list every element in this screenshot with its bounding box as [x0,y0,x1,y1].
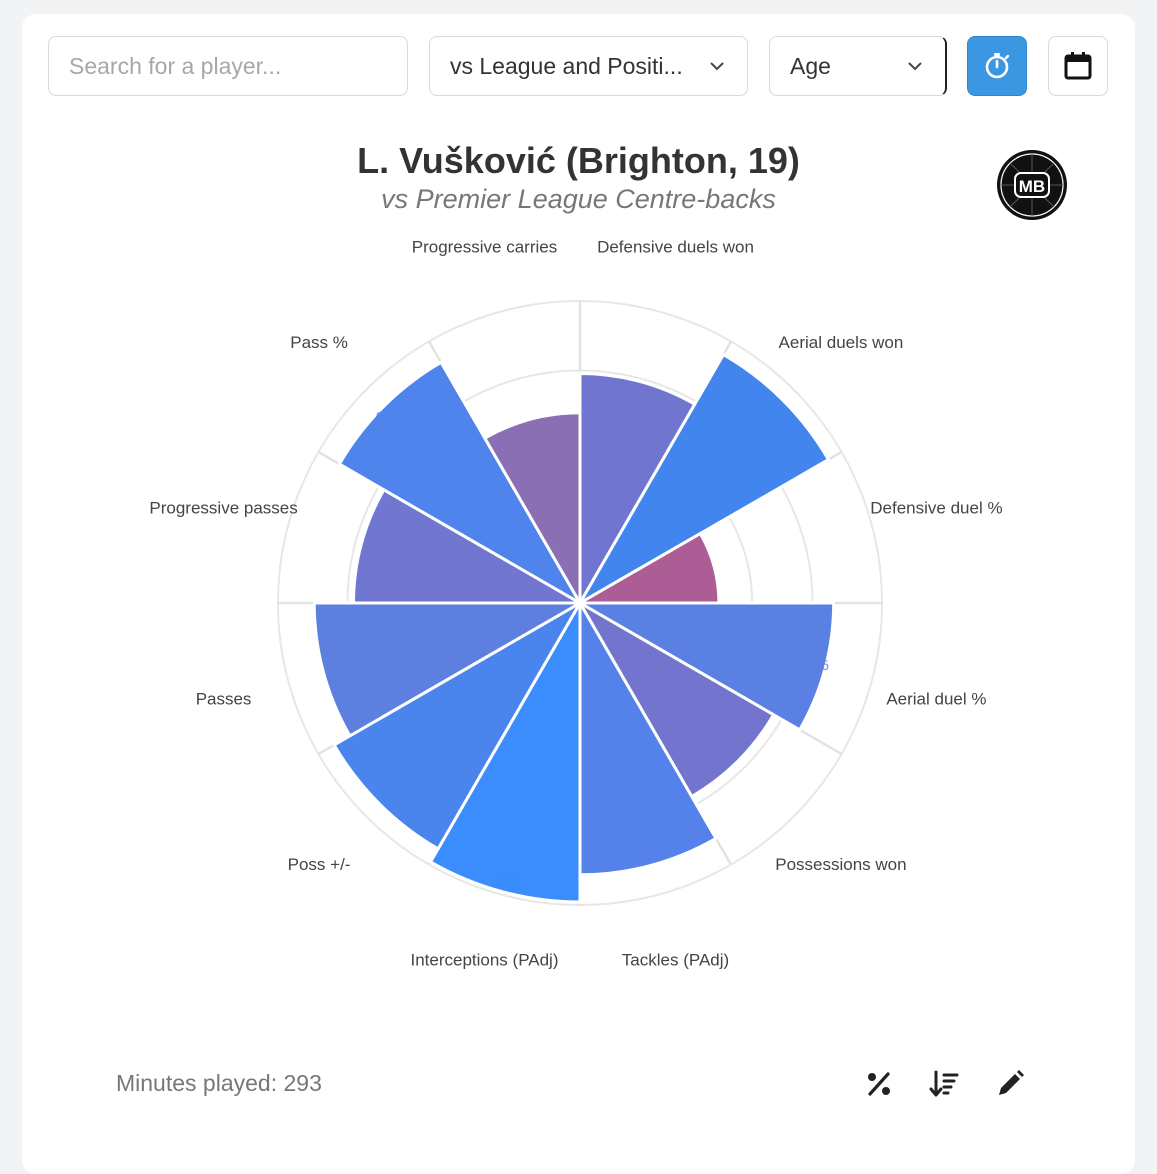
wedge-interceptions-padj[interactable] [429,601,582,904]
wedge-aerial-duel[interactable] [578,601,836,732]
wedge-aerial-duels-won[interactable] [578,353,830,605]
wedge-defensive-duels-won[interactable] [578,371,697,605]
wedge-progressive-passes[interactable] [352,488,582,605]
wedge-tackles-padj[interactable] [578,601,718,877]
value-label: 15 [765,402,781,418]
value-label: 7 [632,387,640,403]
value-label: 50 [693,563,709,579]
chevron-down-icon [908,62,922,71]
wedge-passes[interactable] [312,601,582,738]
category-label: Interceptions (PAdj) [410,950,558,969]
wedge-progressive-carries[interactable] [483,411,582,605]
value-label: 27 [720,743,736,759]
category-label: Aerial duel % [886,690,986,709]
value-label: 93.52 [376,408,411,424]
category-label: Defensive duels won [597,238,754,257]
chart-title: L. Vušković (Brighton, 19) [357,140,800,181]
category-label: Passes [196,690,252,709]
calendar-button[interactable] [1048,36,1108,96]
category-label: Tackles (PAdj) [622,950,729,969]
category-label: Progressive passes [149,498,297,517]
value-label: 0.73 [633,844,660,860]
value-label: 1 [530,425,538,441]
value-label: 13.9 [493,870,520,886]
value-label: 247 [325,660,349,676]
wedge-possessions-won[interactable] [578,601,776,799]
wedge-poss[interactable] [332,601,582,851]
mb-logo: MB [997,150,1067,220]
logo-text: MB [1019,177,1045,196]
category-label: Pass % [290,333,348,352]
value-label: 26 [367,540,383,556]
polar-chart: 7 15 50 78.95 27 0.73 13.9 -0.49 247 26 93.52 1 Defe… [149,238,1002,970]
player-search-input[interactable] [48,36,408,96]
category-label: Poss +/- [288,855,351,874]
timer-button[interactable] [967,36,1027,96]
wedge-pass[interactable] [337,360,582,605]
pencil-icon[interactable] [994,1068,1026,1100]
chart-subtitle: vs Premier League Centre-backs [381,184,776,214]
category-label: Progressive carries [412,238,558,257]
category-label: Possessions won [775,855,906,874]
value-label: -0.49 [373,786,405,802]
timer-icon [985,53,1010,79]
category-label: Defensive duel % [870,498,1002,517]
percent-icon[interactable] [863,1068,895,1100]
value-label: 78.95 [794,657,829,673]
sort-descending-icon[interactable] [928,1068,960,1100]
comparison-select[interactable]: vs League and Positi... [429,36,748,96]
chevron-down-icon [710,62,724,71]
age-select[interactable]: Age [769,36,947,96]
minutes-played: Minutes played: 293 [116,1070,322,1096]
calendar-icon [1064,52,1092,80]
category-label: Aerial duels won [779,333,904,352]
